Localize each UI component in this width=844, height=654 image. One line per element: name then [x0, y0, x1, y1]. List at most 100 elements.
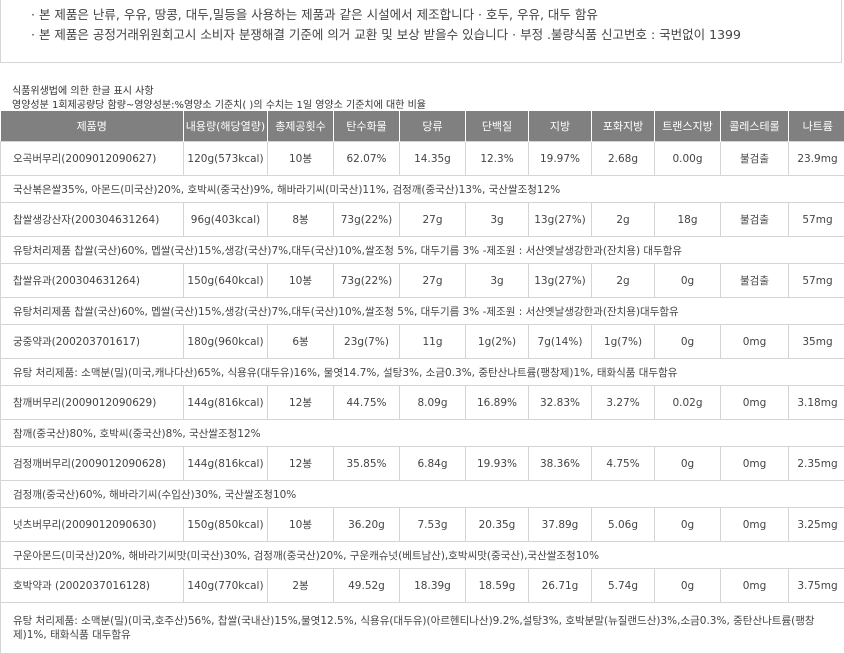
cell-trans-fat: 0g [655, 569, 721, 603]
ingredient-row: 유탕 처리제품: 소맥분(밀)(미국,캐나다산)65%, 식용유(대두유)16%… [1, 359, 844, 386]
ingredient-row: 유탕처리제품 찹쌀(국산)60%, 멥쌀(국산)15%,생강(국산)7%,대두(… [1, 298, 844, 325]
cell-total-servings: 12봉 [268, 447, 334, 481]
cell-protein: 3g [466, 264, 529, 298]
cell-trans-fat: 18g [655, 203, 721, 237]
header-product-name: 제품명 [1, 111, 184, 142]
ingredients-text: 유탕처리제품 찹쌀(국산)60%, 멥쌀(국산)15%,생강(국산)7%,대두(… [1, 237, 844, 264]
ingredient-row: 유탕 처리제품: 소맥분(밀)(미국,호주산)56%, 찹쌀(국내산)15%,물… [1, 603, 844, 654]
cell-trans-fat: 0.00g [655, 142, 721, 176]
section-subtitle: 영양성분 1회제공량당 함량~영양성분:%영양소 기준치( )의 수치는 1일 … [12, 96, 426, 111]
cell-product-name: 궁중약과(200203701617) [1, 325, 184, 359]
ingredients-text: 참깨(중국산)80%, 호박씨(중국산)8%, 국산쌀조청12% [1, 420, 844, 447]
cell-carbohydrate: 73g(22%) [334, 203, 400, 237]
cell-sugars: 27g [400, 203, 466, 237]
cell-trans-fat: 0g [655, 264, 721, 298]
cell-saturated-fat: 2g [592, 264, 655, 298]
header-cholesterol: 콜레스테롤 [721, 111, 789, 142]
cell-trans-fat: 0.02g [655, 386, 721, 420]
cell-product-name: 찹쌀유과(200304631264) [1, 264, 184, 298]
cell-saturated-fat: 5.74g [592, 569, 655, 603]
cell-saturated-fat: 3.27% [592, 386, 655, 420]
cell-carbohydrate: 23g(7%) [334, 325, 400, 359]
cell-cholesterol: 0mg [721, 569, 789, 603]
cell-protein: 12.3% [466, 142, 529, 176]
cell-cholesterol: 0mg [721, 386, 789, 420]
cell-sodium: 3.18mg [789, 386, 844, 420]
cell-fat: 26.71g [529, 569, 592, 603]
ingredients-text: 검정깨(중국산)60%, 해바라기씨(수입산)30%, 국산쌀조청10% [1, 481, 844, 508]
cell-sugars: 8.09g [400, 386, 466, 420]
cell-sugars: 14.35g [400, 142, 466, 176]
cell-content-calories: 150g(850kcal) [184, 508, 268, 542]
cell-sodium: 3.75mg [789, 569, 844, 603]
cell-sugars: 27g [400, 264, 466, 298]
cell-cholesterol: 0mg [721, 325, 789, 359]
cell-trans-fat: 0g [655, 447, 721, 481]
cell-cholesterol: 불검출 [721, 203, 789, 237]
cell-carbohydrate: 73g(22%) [334, 264, 400, 298]
ingredient-row: 국산볶은쌀35%, 아몬드(미국산)20%, 호박씨(중국산)9%, 해바라기씨… [1, 176, 844, 203]
cell-total-servings: 2봉 [268, 569, 334, 603]
cell-product-name: 호박약과 (2002037016128) [1, 569, 184, 603]
exchange-notice: · 본 제품은 공정거래위원회고시 소비자 분쟁해결 기준에 의거 교환 및 보… [31, 24, 741, 43]
ingredient-row: 구운아몬드(미국산)20%, 해바라기씨맛(미국산)30%, 검정깨(중국산)2… [1, 542, 844, 569]
cell-content-calories: 180g(960kcal) [184, 325, 268, 359]
cell-product-name: 오곡버무리(2009012090627) [1, 142, 184, 176]
cell-trans-fat: 0g [655, 508, 721, 542]
cell-sugars: 7.53g [400, 508, 466, 542]
header-sugars: 당류 [400, 111, 466, 142]
cell-total-servings: 10봉 [268, 142, 334, 176]
cell-total-servings: 10봉 [268, 508, 334, 542]
cell-protein: 20.35g [466, 508, 529, 542]
cell-carbohydrate: 62.07% [334, 142, 400, 176]
cell-content-calories: 140g(770kcal) [184, 569, 268, 603]
cell-product-name: 찹쌀생강산자(200304631264) [1, 203, 184, 237]
cell-saturated-fat: 5.06g [592, 508, 655, 542]
cell-content-calories: 96g(403kcal) [184, 203, 268, 237]
cell-cholesterol: 0mg [721, 508, 789, 542]
cell-sugars: 18.39g [400, 569, 466, 603]
cell-content-calories: 120g(573kcal) [184, 142, 268, 176]
cell-total-servings: 10봉 [268, 264, 334, 298]
section-title: 식품위생법에 의한 한글 표시 사항 [12, 82, 154, 97]
cell-saturated-fat: 2g [592, 203, 655, 237]
cell-sugars: 6.84g [400, 447, 466, 481]
cell-sodium: 23.9mg [789, 142, 844, 176]
cell-sodium: 2.35mg [789, 447, 844, 481]
cell-protein: 19.93% [466, 447, 529, 481]
cell-cholesterol: 불검출 [721, 264, 789, 298]
cell-protein: 18.59g [466, 569, 529, 603]
header-trans-fat: 트랜스지방 [655, 111, 721, 142]
cell-sodium: 57mg [789, 203, 844, 237]
cell-cholesterol: 0mg [721, 447, 789, 481]
cell-content-calories: 150g(640kcal) [184, 264, 268, 298]
cell-sodium: 35mg [789, 325, 844, 359]
cell-content-calories: 144g(816kcal) [184, 447, 268, 481]
cell-protein: 16.89% [466, 386, 529, 420]
header-sodium: 나트륨 [789, 111, 844, 142]
ingredients-text: 유탕 처리제품: 소맥분(밀)(미국,호주산)56%, 찹쌀(국내산)15%,물… [1, 603, 844, 654]
cell-carbohydrate: 35.85% [334, 447, 400, 481]
allergy-notice: · 본 제품은 난류, 우유, 땅콩, 대두,밀등을 사용하는 제품과 같은 시… [31, 4, 598, 23]
ingredients-text: 유탕처리제품 찹쌀(국산)60%, 멥쌀(국산)15%,생강(국산)7%,대두(… [1, 298, 844, 325]
cell-product-name: 넛츠버무리(2009012090630) [1, 508, 184, 542]
cell-protein: 1g(2%) [466, 325, 529, 359]
cell-fat: 37.89g [529, 508, 592, 542]
cell-fat: 32.83% [529, 386, 592, 420]
cell-saturated-fat: 2.68g [592, 142, 655, 176]
cell-cholesterol: 불검출 [721, 142, 789, 176]
header-carbohydrate: 탄수화물 [334, 111, 400, 142]
cell-total-servings: 12봉 [268, 386, 334, 420]
header-content-calories: 내용량(해당열량) [184, 111, 268, 142]
ingredient-row: 참깨(중국산)80%, 호박씨(중국산)8%, 국산쌀조청12% [1, 420, 844, 447]
cell-sugars: 11g [400, 325, 466, 359]
cell-fat: 13g(27%) [529, 264, 592, 298]
cell-content-calories: 144g(816kcal) [184, 386, 268, 420]
